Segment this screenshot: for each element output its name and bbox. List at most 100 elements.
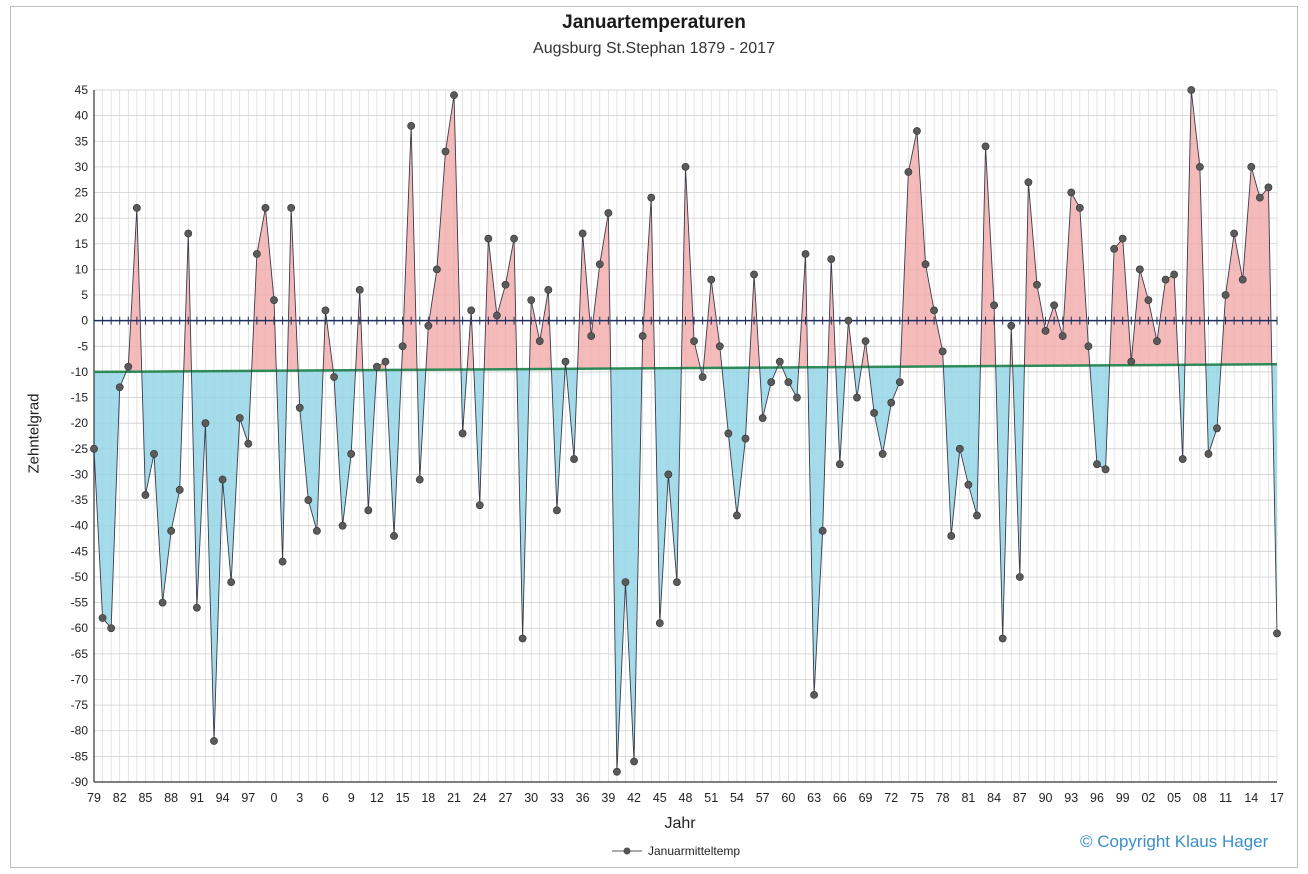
data-point (921, 260, 930, 269)
x-tick-label: 14 (1244, 791, 1258, 805)
data-point (973, 511, 981, 520)
x-tick-label: 30 (524, 791, 538, 805)
area-segment (256, 207, 266, 371)
area-segment (814, 367, 823, 695)
data-point (810, 690, 818, 699)
area-segment (539, 289, 549, 370)
area-segment (1225, 233, 1235, 365)
data-point (1118, 234, 1127, 243)
data-point (681, 162, 690, 171)
x-tick-label: 78 (936, 791, 950, 805)
data-point (578, 229, 587, 238)
area-segment (162, 371, 172, 603)
data-point (998, 634, 1007, 643)
area-segment (505, 238, 515, 370)
data-point (141, 491, 150, 499)
area-segment (531, 300, 540, 370)
data-point (981, 142, 990, 151)
data-point (364, 506, 373, 515)
data-point (1264, 183, 1273, 192)
area-segment (1156, 279, 1166, 366)
x-tick-label: 60 (781, 791, 795, 805)
area-segment (1096, 365, 1106, 470)
x-tick-label: 05 (1167, 791, 1181, 805)
data-point (1067, 188, 1076, 197)
data-point (175, 485, 184, 494)
data-point (1007, 321, 1016, 330)
data-point (1221, 291, 1230, 299)
data-point (535, 337, 544, 346)
data-point (698, 373, 707, 381)
x-tick-label: 96 (1090, 791, 1104, 805)
data-point (818, 526, 827, 535)
area-segment (342, 370, 352, 526)
area-segment (308, 370, 317, 531)
data-point (827, 255, 836, 264)
data-point (1161, 275, 1170, 284)
y-tick-label: -15 (71, 391, 89, 405)
area-segment (1071, 192, 1080, 366)
data-point (510, 234, 518, 243)
area-segment (916, 131, 926, 367)
data-point (604, 209, 613, 217)
data-point (844, 316, 853, 325)
data-point (261, 203, 270, 212)
area-segment (239, 370, 249, 444)
data-point (990, 301, 999, 310)
data-point (132, 203, 141, 212)
data-point (655, 619, 664, 627)
area-segment (882, 366, 892, 454)
x-tick-label: 27 (499, 791, 513, 805)
data-point (527, 296, 536, 305)
data-point (398, 342, 407, 351)
x-tick-label: 6 (322, 791, 329, 805)
area-segment (616, 368, 626, 772)
data-point (1041, 327, 1050, 335)
data-point (673, 578, 681, 586)
y-tick-label: -35 (71, 493, 89, 507)
data-point (244, 439, 253, 448)
x-tick-label: 21 (447, 791, 461, 805)
data-point (664, 470, 673, 479)
y-tick-label: -5 (77, 339, 88, 353)
data-point (724, 429, 733, 438)
area-segment (222, 371, 232, 583)
x-tick-label: 85 (138, 791, 152, 805)
area-segment (736, 367, 746, 516)
area-segment (496, 284, 506, 370)
y-tick-label: 0 (81, 314, 88, 328)
data-point (415, 475, 424, 484)
data-point (347, 450, 356, 458)
data-point (1230, 229, 1239, 238)
area-segment (231, 370, 240, 583)
data-point (1084, 342, 1093, 351)
y-tick-label: -45 (71, 544, 89, 558)
data-point (167, 526, 176, 535)
x-tick-label: 87 (1013, 791, 1027, 805)
data-point (441, 147, 450, 156)
data-point (321, 306, 330, 315)
area-segment (959, 366, 969, 485)
y-tick-label: -70 (71, 672, 89, 686)
area-segment (788, 367, 797, 398)
data-point (733, 511, 741, 520)
data-point (115, 383, 124, 392)
x-axis-label: Jahr (664, 815, 696, 832)
x-tick-label: 94 (216, 791, 230, 805)
data-point (587, 332, 596, 340)
data-point (467, 306, 476, 315)
data-point (715, 342, 724, 351)
data-point (450, 91, 458, 100)
data-point (853, 393, 861, 402)
x-tick-label: 3 (296, 791, 303, 805)
area-segment (1165, 274, 1175, 365)
data-point (793, 393, 801, 402)
x-tick-label: 91 (190, 791, 204, 805)
x-tick-label: 33 (550, 791, 564, 805)
area-segment (154, 371, 163, 603)
area-segment (445, 95, 455, 370)
area-segment (1148, 300, 1157, 366)
data-point (518, 634, 527, 643)
data-point (484, 234, 493, 243)
